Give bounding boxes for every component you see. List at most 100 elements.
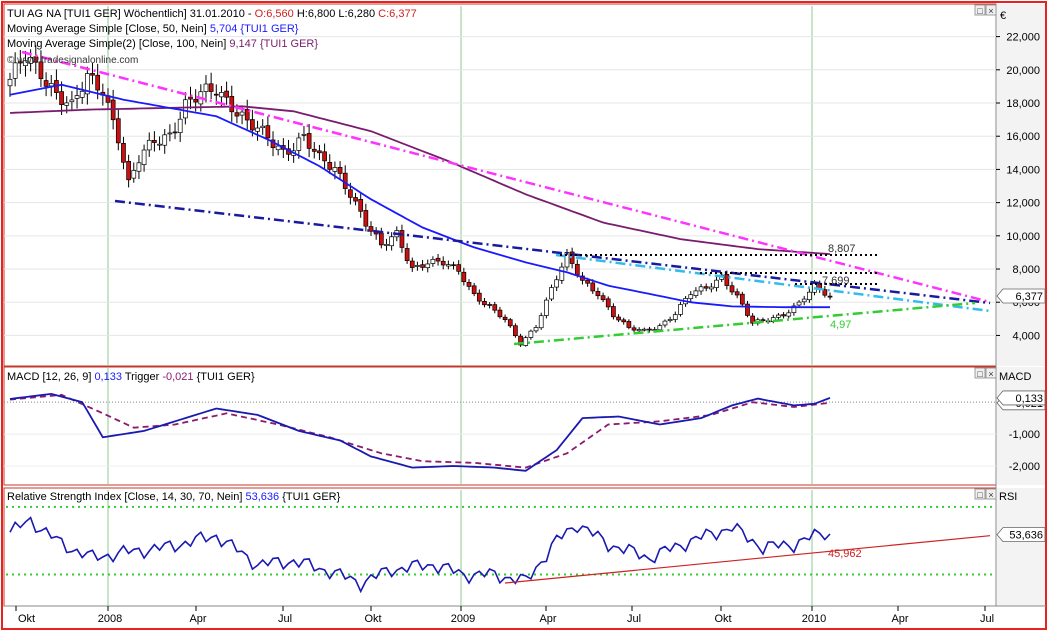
candle-up [85,73,90,95]
price-badge: 6,377 [996,288,1046,304]
price-y-tick: 12,000 [1006,198,1040,210]
candle-down [647,328,652,331]
macd-line [9,392,831,472]
rsi-restore-button[interactable]: □ [974,488,986,500]
candle-down [631,327,637,331]
price-close-button[interactable]: × [985,4,997,16]
macd-y-tick: -1,000 [1009,429,1040,441]
candle-down [311,148,317,152]
navy-trendline [114,199,991,305]
rsi-header: Relative Strength Index [Close, 14, 30, … [7,491,341,503]
macd-badge: 0,133 [996,390,1046,406]
candle-up [796,301,802,306]
candle-down [17,61,23,64]
candle-up [136,162,142,172]
candle-up [69,99,75,103]
price-plot-area [3,3,997,367]
close-icon-box [985,367,997,379]
candle-down [827,295,833,298]
panel-window-buttons[interactable]: □ × □ × □ × [974,4,997,500]
restore-icon-box [974,488,986,500]
candle-up [667,319,673,321]
cyan-trendline [555,253,991,313]
candle-up [564,252,570,268]
candle-down [126,160,131,181]
x-tick-label: Apr [539,613,556,625]
macd-badge-shape [996,390,1046,406]
candle-up [260,125,266,129]
candle-up [523,337,529,346]
candle-up [275,145,281,151]
candle-down [358,199,364,212]
candle-down [724,274,730,286]
candle-down [435,257,441,262]
macd-restore-button[interactable]: □ [974,367,986,379]
candle-down [760,319,766,322]
candle-down [605,298,611,308]
candle-up [554,279,560,288]
candle-down [250,119,255,131]
candle-down [208,83,214,92]
candle-up [177,118,183,133]
candle-up [74,95,80,99]
candle-down [745,303,750,316]
candle-down [616,316,621,321]
price-badge-shape [996,288,1046,304]
candle-down [739,293,745,305]
annotation-7699: 7,699 [822,275,850,287]
candle-down [317,150,322,154]
candle-down [574,263,580,276]
green-trendline [513,301,976,346]
restore-icon: □ [977,6,983,16]
price-restore-button[interactable]: □ [974,4,986,16]
candle-down [729,285,735,293]
price-axis-area [997,4,1045,366]
x-tick-label: Apr [891,613,908,625]
candle-down [451,264,456,267]
candle-up [559,266,565,281]
candle-down [265,125,271,139]
x-tick-label: 2009 [451,613,475,625]
candle-down [224,90,229,98]
annotation-497: 4,97 [830,319,851,331]
candle-up [157,143,162,146]
price-y-tick: 10,000 [1006,231,1040,243]
rsi-axis-title: RSI [999,491,1017,503]
candle-down [409,260,415,268]
candle-up [786,312,792,317]
candle-up [7,78,13,87]
candle-down [456,264,462,272]
candle-down [703,286,709,289]
candle-down [518,335,523,346]
x-tick-label: Jul [980,613,994,625]
candle-down [595,291,601,297]
candle-down [38,61,44,80]
x-tick-label: Okt [18,613,35,625]
price-badge-text: 6,377 [1015,291,1043,303]
rsi-close-button[interactable]: × [985,488,997,500]
macd-close-button[interactable]: × [985,367,997,379]
candle-down [363,210,369,227]
candle-up [801,298,807,303]
candle-down [348,189,353,198]
price-header-symbol: TUI AG NA [TUI1 GER] Wöchentlich] 31.01.… [7,8,417,20]
candle-up [544,299,549,316]
candle-up [709,286,714,290]
candle-up [662,320,668,326]
candle-down [229,96,235,113]
x-tick-label: Okt [364,613,381,625]
sma100-legend: Moving Average Simple(2) [Close, 100, Ne… [7,38,318,50]
candle-up [384,243,389,246]
candle-down [461,271,467,283]
candle-up [296,137,302,151]
x-axis-ticks: Okt 2008 Apr Jul Okt 2009 Apr Jul Okt 2010 Apr Jul [15,606,994,625]
candle-down [353,197,358,202]
candle-down [95,74,101,91]
candle-down [440,260,446,266]
rsi-badge-shape [996,527,1046,543]
rsi-axis-area [997,488,1045,606]
macd-y-tick: -2,000 [1009,461,1040,473]
candle-down [781,314,786,317]
